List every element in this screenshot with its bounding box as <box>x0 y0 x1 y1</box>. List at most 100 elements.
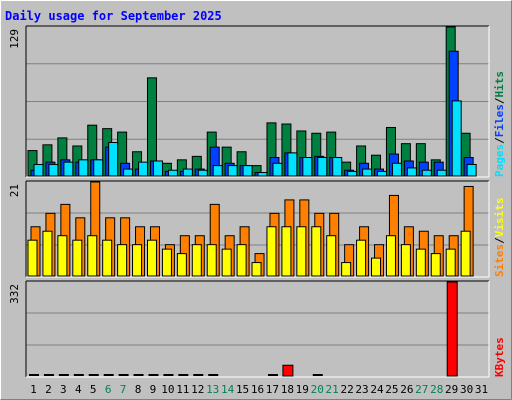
bar-sites <box>341 262 352 277</box>
bar-kbytes <box>282 364 294 377</box>
x-tick-label: 11 <box>176 383 189 396</box>
bar-sites <box>117 244 128 277</box>
x-tick-label: 26 <box>400 383 413 396</box>
bar-pages <box>197 169 208 177</box>
bar-sites <box>72 239 83 277</box>
legend-entry: KBytes <box>493 337 506 377</box>
bar-sites <box>281 226 292 277</box>
bar-sites <box>132 244 143 277</box>
legend-entry: / <box>493 137 506 144</box>
bar-sites <box>161 248 172 277</box>
series-sites <box>27 226 471 277</box>
bar-sites <box>176 253 187 277</box>
legend-kbytes: KBytes <box>493 337 506 377</box>
bar-sites <box>27 239 38 277</box>
bar-pages <box>287 152 298 177</box>
x-tick-label: 4 <box>75 383 82 396</box>
bar-kbytes <box>178 374 189 376</box>
chart-title: Daily usage for September 2025 <box>5 9 222 23</box>
panel-hits-files-pages: 129 Pages/Files/Hits <box>8 25 506 178</box>
bar-pages <box>227 165 238 177</box>
bar-sites <box>102 239 113 277</box>
bar-sites <box>356 239 367 277</box>
bar-pages <box>302 157 313 177</box>
bar-kbytes <box>163 374 174 376</box>
bar-kbytes <box>58 374 69 376</box>
bar-pages <box>63 161 74 177</box>
x-tick-label: 29 <box>445 383 458 396</box>
bar-pages <box>347 170 358 177</box>
bar-sites <box>400 244 411 277</box>
bar-sites <box>415 248 426 277</box>
x-tick-label: 9 <box>150 383 157 396</box>
panels: 129Pages/Files/Hits21Sites/Visits332KByt… <box>8 25 506 378</box>
y-max-label: 129 <box>8 29 21 49</box>
bar-sites <box>236 244 247 277</box>
x-tick-label: 1 <box>30 383 37 396</box>
bar-pages <box>421 169 432 177</box>
x-tick-label: 24 <box>370 383 384 396</box>
bar-kbytes <box>312 374 323 376</box>
legend-entry: Sites <box>493 244 506 277</box>
bar-sites <box>266 226 277 277</box>
bar-kbytes <box>446 281 458 377</box>
x-tick-label: 17 <box>266 383 279 396</box>
series-pages <box>33 100 477 177</box>
panel-kbytes: 332 KBytes <box>8 280 506 378</box>
bar-pages <box>317 157 328 177</box>
bar-pages <box>436 169 447 177</box>
x-tick-label: 19 <box>296 383 309 396</box>
bar-pages <box>167 169 178 177</box>
bar-pages <box>123 168 134 177</box>
x-tick-label: 12 <box>191 383 204 396</box>
y-max-label: 332 <box>8 284 21 304</box>
x-tick-label: 30 <box>460 383 473 396</box>
x-tick-label: 14 <box>221 383 235 396</box>
bar-pages <box>108 142 119 177</box>
bar-kbytes <box>193 374 204 376</box>
bar-kbytes <box>133 374 144 376</box>
bar-pages <box>466 163 477 177</box>
x-tick-label: 15 <box>236 383 249 396</box>
legend-entry: / <box>493 237 506 244</box>
x-tick-label: 27 <box>415 383 428 396</box>
legend-hits-files-pages: Pages/Files/Hits <box>493 71 506 177</box>
bar-pages <box>257 172 268 177</box>
bar-sites <box>311 226 322 277</box>
legend-entry: Hits <box>493 71 506 98</box>
legend-entry: / <box>493 97 506 104</box>
bar-sites <box>146 239 157 277</box>
bar-pages <box>48 163 59 177</box>
bar-sites <box>296 226 307 277</box>
bar-pages <box>152 160 163 177</box>
bar-kbytes <box>208 374 219 376</box>
bar-kbytes <box>73 374 84 376</box>
legend-entry: Files <box>493 104 506 137</box>
bar-sites <box>385 235 396 277</box>
bar-pages <box>272 162 283 177</box>
legend-visits-sites: Sites/Visits <box>493 198 506 278</box>
legend-entry: Visits <box>493 198 506 238</box>
x-tick-label: 31 <box>475 383 488 396</box>
x-tick-label: 13 <box>206 383 219 396</box>
panel-visits-sites: 21 Sites/Visits <box>8 180 506 278</box>
x-tick-label: 7 <box>120 383 127 396</box>
bar-pages <box>391 162 402 177</box>
x-tick-label: 21 <box>326 383 339 396</box>
bar-sites <box>460 230 471 277</box>
x-tick-label: 18 <box>281 383 294 396</box>
x-tick-label: 28 <box>430 383 443 396</box>
bar-sites <box>191 244 202 277</box>
bar-pages <box>362 168 373 177</box>
bar-kbytes <box>118 374 129 376</box>
bar-pages <box>406 167 417 177</box>
bar-kbytes <box>88 374 99 376</box>
bar-pages <box>451 100 462 177</box>
bar-sites <box>206 244 217 277</box>
y-max-label: 21 <box>8 184 21 197</box>
bar-sites <box>251 262 262 277</box>
x-tick-label: 22 <box>340 383 353 396</box>
bar-kbytes <box>43 374 54 376</box>
bar-pages <box>242 165 253 177</box>
